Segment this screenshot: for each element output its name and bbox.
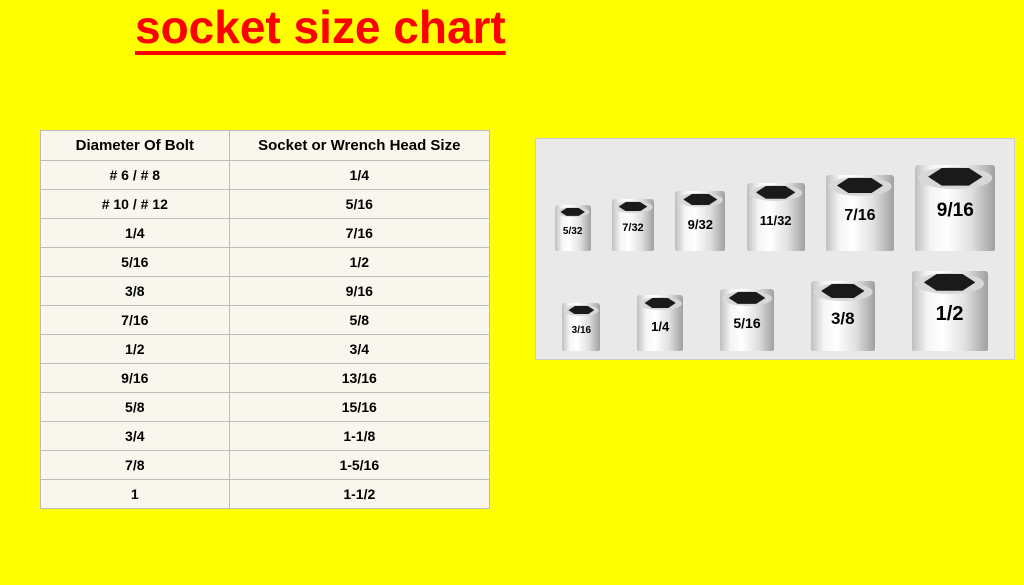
socket-icon: 7/32 [612, 199, 654, 251]
table-row: 3/89/16 [41, 277, 490, 306]
table-body: # 6 / # 81/4# 10 / # 125/161/47/165/161/… [41, 161, 490, 509]
table-cell: 7/8 [41, 451, 230, 480]
socket-label: 5/16 [733, 315, 760, 331]
table-cell: 7/16 [229, 219, 489, 248]
table-row: 11-1/2 [41, 480, 490, 509]
socket-body: 9/32 [675, 191, 725, 251]
socket-icon: 9/16 [915, 165, 995, 251]
socket-row-top: 5/32 7/32 9/32 11/32 7/16 9/16 [544, 151, 1006, 251]
socket-label: 9/32 [688, 217, 713, 232]
socket-body: 3/8 [811, 281, 875, 351]
table-cell: 5/8 [41, 393, 230, 422]
table-cell: # 10 / # 12 [41, 190, 230, 219]
page-root: socket size chart Diameter Of Bolt Socke… [0, 0, 1024, 585]
socket-label: 3/8 [831, 309, 855, 329]
table-cell: 1 [41, 480, 230, 509]
table-row: 7/165/8 [41, 306, 490, 335]
socket-icon: 1/2 [912, 271, 988, 351]
table-cell: 9/16 [41, 364, 230, 393]
socket-body: 1/4 [637, 295, 683, 351]
table-cell: # 6 / # 8 [41, 161, 230, 190]
page-title: socket size chart [135, 0, 506, 54]
table-cell: 1/4 [41, 219, 230, 248]
table-cell: 1/2 [41, 335, 230, 364]
table-cell: 1-1/2 [229, 480, 489, 509]
col-header-bolt: Diameter Of Bolt [41, 131, 230, 161]
socket-label: 1/2 [936, 303, 964, 326]
socket-body: 11/32 [747, 183, 805, 251]
socket-icon: 9/32 [675, 191, 725, 251]
socket-illustration-panel: 5/32 7/32 9/32 11/32 7/16 9/16 3/16 1/4 5/16 3/8… [535, 138, 1015, 360]
table-cell: 5/8 [229, 306, 489, 335]
socket-label: 7/16 [844, 207, 875, 225]
table-cell: 5/16 [41, 248, 230, 277]
table-row: 1/47/16 [41, 219, 490, 248]
table-row: # 10 / # 125/16 [41, 190, 490, 219]
table-row: 5/161/2 [41, 248, 490, 277]
table-cell: 1-5/16 [229, 451, 489, 480]
socket-label: 7/32 [622, 222, 643, 234]
table-cell: 3/8 [41, 277, 230, 306]
table-cell: 3/4 [41, 422, 230, 451]
socket-icon: 5/32 [555, 205, 591, 251]
socket-body: 7/32 [612, 199, 654, 251]
table-cell: 1/4 [229, 161, 489, 190]
table-cell: 9/16 [229, 277, 489, 306]
size-table-container: Diameter Of Bolt Socket or Wrench Head S… [40, 130, 490, 509]
socket-icon: 1/4 [637, 295, 683, 351]
table-row: 9/1613/16 [41, 364, 490, 393]
table-row: # 6 / # 81/4 [41, 161, 490, 190]
table-row: 5/815/16 [41, 393, 490, 422]
socket-label: 11/32 [760, 213, 792, 228]
table-cell: 5/16 [229, 190, 489, 219]
socket-icon: 3/16 [562, 303, 600, 351]
socket-body: 5/32 [555, 205, 591, 251]
table-cell: 7/16 [41, 306, 230, 335]
socket-icon: 7/16 [826, 175, 894, 251]
size-table: Diameter Of Bolt Socket or Wrench Head S… [40, 130, 490, 509]
socket-icon: 11/32 [747, 183, 805, 251]
socket-body: 5/16 [720, 289, 774, 351]
socket-label: 9/16 [937, 200, 974, 222]
socket-icon: 3/8 [811, 281, 875, 351]
table-header-row: Diameter Of Bolt Socket or Wrench Head S… [41, 131, 490, 161]
socket-icon: 5/16 [720, 289, 774, 351]
socket-label: 3/16 [572, 325, 591, 336]
socket-label: 1/4 [651, 319, 669, 334]
socket-body: 9/16 [915, 165, 995, 251]
table-cell: 15/16 [229, 393, 489, 422]
table-cell: 13/16 [229, 364, 489, 393]
table-row: 3/41-1/8 [41, 422, 490, 451]
table-cell: 3/4 [229, 335, 489, 364]
table-row: 1/23/4 [41, 335, 490, 364]
table-cell: 1-1/8 [229, 422, 489, 451]
socket-label: 5/32 [563, 226, 582, 237]
table-row: 7/81-5/16 [41, 451, 490, 480]
col-header-socket: Socket or Wrench Head Size [229, 131, 489, 161]
socket-row-bottom: 3/16 1/4 5/16 3/8 1/2 [544, 251, 1006, 351]
socket-body: 1/2 [912, 271, 988, 351]
socket-body: 3/16 [562, 303, 600, 351]
socket-body: 7/16 [826, 175, 894, 251]
table-cell: 1/2 [229, 248, 489, 277]
